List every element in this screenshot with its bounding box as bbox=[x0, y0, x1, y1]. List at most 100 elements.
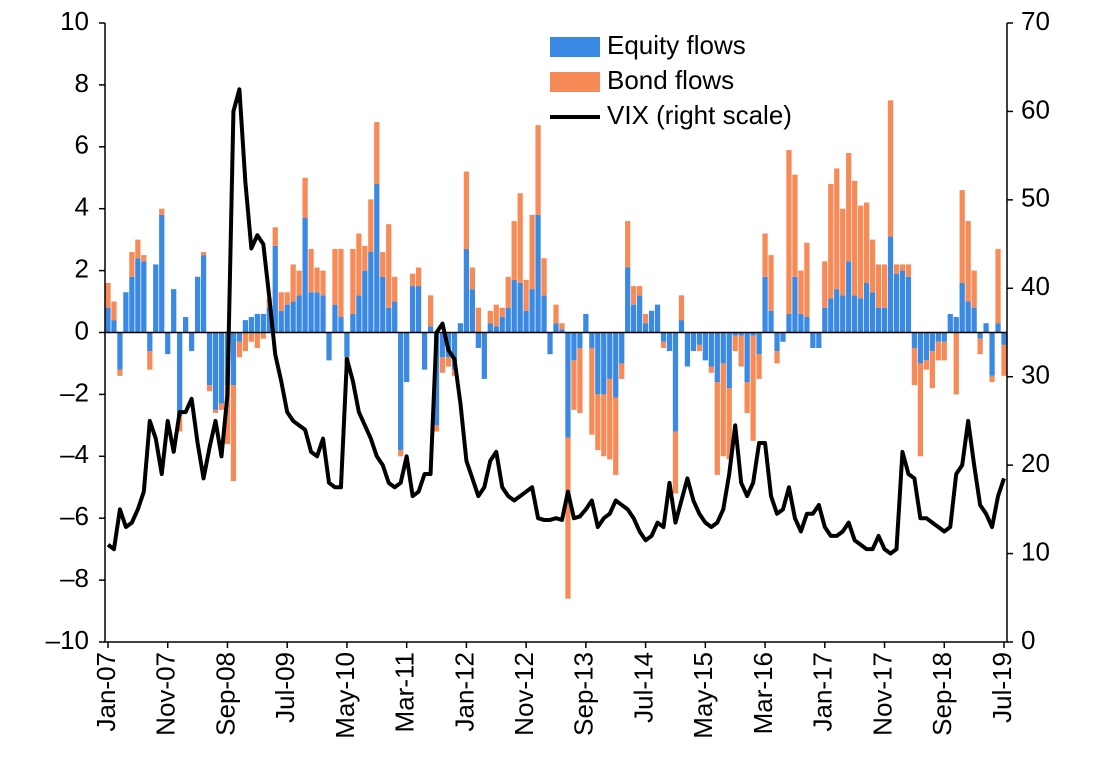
bar bbox=[212, 409, 219, 413]
legend-label: Bond flows bbox=[607, 65, 734, 95]
bar bbox=[153, 264, 159, 333]
bar bbox=[601, 332, 607, 395]
bar bbox=[368, 252, 374, 333]
bar bbox=[338, 317, 344, 333]
bar bbox=[386, 307, 392, 333]
bar bbox=[296, 270, 302, 296]
bar bbox=[834, 168, 840, 290]
bar bbox=[553, 323, 559, 333]
bar bbox=[905, 264, 912, 277]
x-tick-label: Jan-17 bbox=[808, 652, 838, 732]
bar bbox=[463, 248, 470, 333]
bar bbox=[188, 332, 195, 352]
bar bbox=[206, 385, 213, 392]
bar bbox=[875, 307, 882, 333]
bar bbox=[953, 332, 959, 395]
bar bbox=[129, 276, 135, 333]
bar bbox=[380, 252, 386, 277]
bar bbox=[439, 332, 446, 358]
bar bbox=[445, 357, 452, 367]
bar bbox=[672, 431, 679, 494]
bar bbox=[493, 304, 499, 327]
bar bbox=[230, 332, 237, 386]
bar bbox=[200, 255, 207, 333]
bar bbox=[1001, 344, 1007, 376]
bar bbox=[899, 264, 906, 271]
bar bbox=[218, 403, 225, 410]
bar bbox=[141, 261, 147, 333]
bar bbox=[935, 341, 941, 361]
bar bbox=[822, 307, 828, 333]
bar bbox=[356, 295, 362, 333]
y-tick-label: –8 bbox=[60, 563, 89, 593]
bar bbox=[171, 289, 177, 333]
bar bbox=[607, 332, 613, 379]
bar bbox=[726, 388, 732, 460]
bar bbox=[535, 214, 541, 333]
bar bbox=[529, 289, 535, 333]
bar bbox=[278, 292, 284, 311]
bar bbox=[338, 248, 344, 318]
bar bbox=[720, 332, 726, 364]
bar bbox=[266, 307, 272, 333]
bar bbox=[242, 332, 249, 352]
bar bbox=[505, 276, 511, 308]
bar bbox=[499, 307, 505, 318]
bar bbox=[869, 239, 876, 293]
bar bbox=[523, 279, 529, 311]
bar bbox=[804, 317, 810, 333]
y-tick-label: 8 bbox=[75, 68, 89, 98]
bar bbox=[917, 363, 924, 457]
line bbox=[106, 87, 1006, 556]
y2-tick-label: 40 bbox=[1021, 271, 1050, 301]
x-tick-label: Sep-18 bbox=[927, 652, 957, 736]
bar bbox=[750, 335, 756, 441]
bar bbox=[899, 270, 906, 333]
bar bbox=[296, 295, 302, 333]
bar bbox=[589, 347, 595, 435]
bar bbox=[475, 307, 481, 333]
bar bbox=[911, 332, 918, 348]
bar bbox=[541, 295, 547, 333]
bar bbox=[415, 267, 422, 287]
bar bbox=[816, 332, 822, 348]
bar bbox=[684, 332, 691, 367]
x-tick-label: Nov-12 bbox=[509, 652, 539, 736]
bar bbox=[451, 332, 458, 370]
bar bbox=[314, 292, 320, 333]
bar bbox=[511, 221, 517, 280]
bar bbox=[863, 202, 870, 283]
bar bbox=[206, 332, 213, 386]
bar bbox=[314, 267, 320, 293]
bar bbox=[887, 100, 894, 237]
bar bbox=[768, 310, 774, 333]
bar bbox=[159, 214, 165, 333]
y2-tick-label: 60 bbox=[1021, 94, 1050, 124]
bar bbox=[607, 378, 613, 460]
bar bbox=[505, 307, 511, 333]
bar bbox=[995, 248, 1001, 324]
bar bbox=[427, 326, 434, 333]
bar bbox=[230, 385, 237, 482]
bar bbox=[499, 317, 505, 333]
bar bbox=[989, 375, 995, 383]
bar bbox=[165, 332, 171, 355]
x-tick-label: Mar-11 bbox=[390, 652, 420, 732]
bar bbox=[254, 313, 260, 333]
bar bbox=[863, 282, 870, 333]
bar bbox=[105, 282, 111, 308]
bar bbox=[200, 252, 207, 256]
bar bbox=[517, 193, 523, 283]
bar bbox=[350, 248, 356, 314]
bar bbox=[804, 242, 810, 318]
bar bbox=[290, 264, 296, 302]
bar bbox=[637, 295, 643, 333]
bar bbox=[272, 227, 278, 246]
bar bbox=[236, 332, 243, 342]
bar bbox=[332, 248, 338, 305]
bar bbox=[463, 171, 470, 249]
bar bbox=[398, 332, 404, 451]
legend-swatch bbox=[550, 37, 600, 57]
y-tick-label: 10 bbox=[60, 6, 89, 36]
